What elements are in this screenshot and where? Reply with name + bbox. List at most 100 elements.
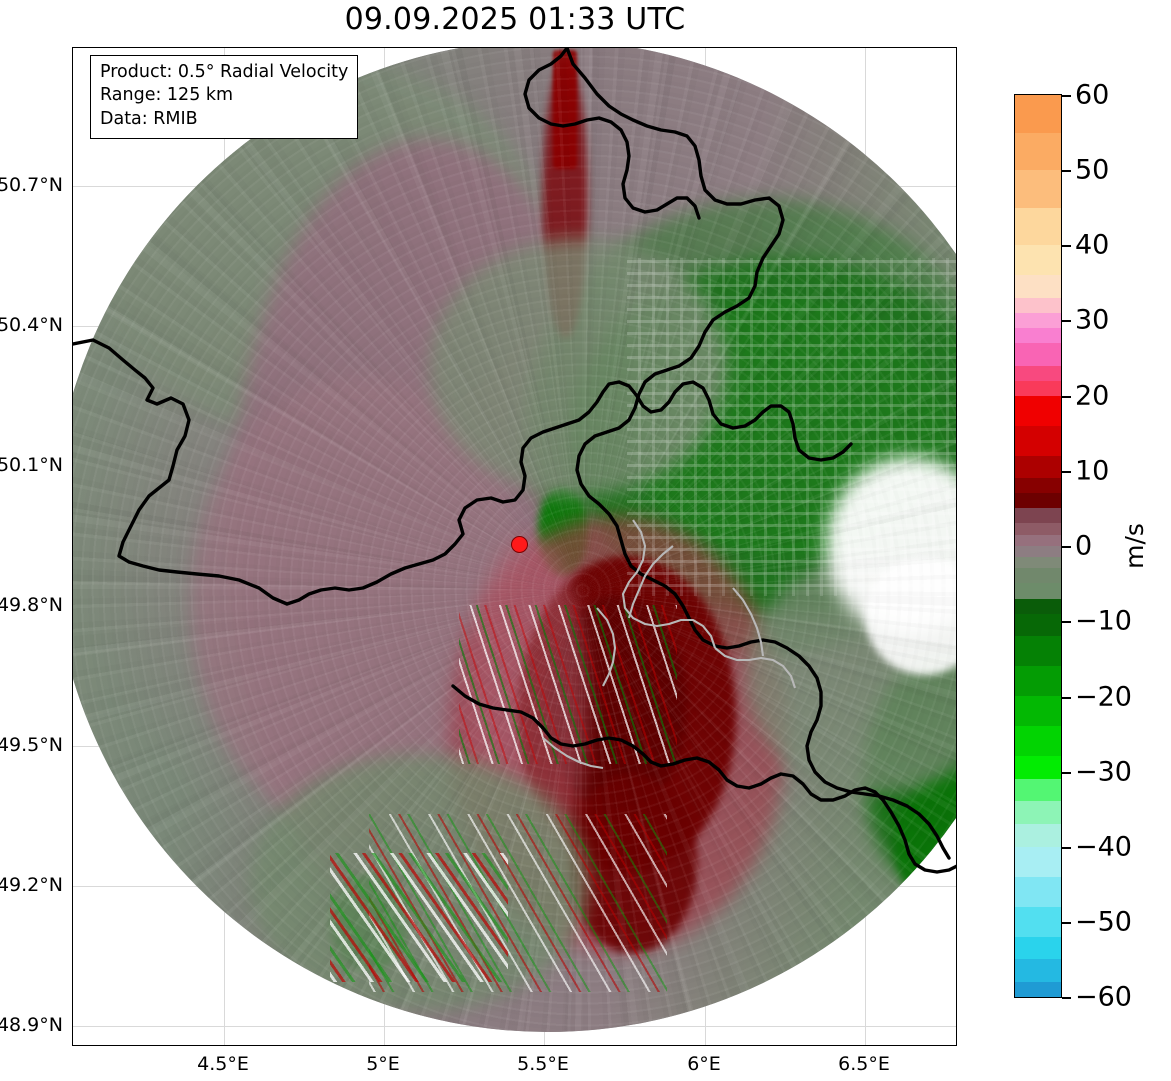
colorbar-band-24 bbox=[1015, 365, 1061, 381]
colorbar-band--40 bbox=[1015, 846, 1061, 877]
x-tick-label-2: 5.5°E bbox=[517, 1053, 569, 1075]
colorbar-tick-3 bbox=[1062, 320, 1071, 322]
colorbar-label-1: 50 bbox=[1075, 154, 1110, 186]
province-boundary-6 bbox=[732, 587, 765, 657]
colorbar-band--5 bbox=[1015, 583, 1061, 599]
colorbar-band-3 bbox=[1015, 523, 1061, 535]
dealiasing-speckle-center bbox=[458, 605, 677, 765]
radar-reflectivity-field bbox=[73, 48, 956, 1032]
colorbar-band-55 bbox=[1015, 132, 1061, 171]
colorbar-band--9 bbox=[1015, 613, 1061, 637]
info-range-line: Range: 125 km bbox=[100, 85, 234, 106]
colorbar-band-12 bbox=[1015, 455, 1061, 479]
colorbar-band--1.5 bbox=[1015, 557, 1061, 569]
colorbar-band--20 bbox=[1015, 696, 1061, 727]
field-outbound-ribbon-north-core bbox=[552, 49, 577, 169]
colorbar-band-50 bbox=[1015, 170, 1061, 208]
colorbar-label-6: 0 bbox=[1075, 530, 1093, 562]
province-boundary-1 bbox=[621, 519, 716, 649]
colorbar-band--37 bbox=[1015, 823, 1061, 847]
colorbar-unit-label: m/s bbox=[1120, 523, 1149, 569]
radar-coverage-disc bbox=[73, 48, 956, 1032]
colorbar-band--58 bbox=[1015, 981, 1061, 997]
colorbar[interactable] bbox=[1014, 94, 1062, 998]
colorbar-band-27 bbox=[1015, 343, 1061, 366]
colorbar-tick-1 bbox=[1062, 170, 1071, 172]
colorbar-band--24 bbox=[1015, 726, 1061, 757]
colorbar-label-0: 60 bbox=[1075, 79, 1110, 111]
y-tick-label-0: 50.7°N bbox=[0, 174, 63, 196]
border-east-segment bbox=[881, 798, 956, 874]
border-luxembourg-france bbox=[565, 380, 853, 462]
colorbar-band--12 bbox=[1015, 636, 1061, 667]
colorbar-band-60 bbox=[1015, 95, 1061, 133]
colorbar-tick-0 bbox=[1062, 95, 1071, 97]
colorbar-band-33 bbox=[1015, 297, 1061, 313]
map-clip bbox=[73, 48, 956, 1045]
colorbar-tick-7 bbox=[1062, 621, 1071, 623]
y-tick-label-5: 49.2°N bbox=[0, 874, 63, 896]
colorbar-label-9: −30 bbox=[1075, 756, 1132, 788]
x-tick-label-4: 6.5°E bbox=[838, 1053, 890, 1075]
x-tick-label-3: 6°E bbox=[687, 1053, 721, 1075]
province-boundary-4 bbox=[596, 607, 617, 687]
blocky-cell-texture-northeast bbox=[627, 258, 956, 596]
colorbar-band-45 bbox=[1015, 207, 1061, 246]
radar-site-marker[interactable] bbox=[511, 536, 528, 553]
colorbar-band--7 bbox=[1015, 598, 1061, 614]
colorbar-label-3: 30 bbox=[1075, 304, 1110, 336]
page-title: 09.09.2025 01:33 UTC bbox=[344, 2, 686, 37]
colorbar-band-0 bbox=[1015, 545, 1061, 558]
colorbar-band--28 bbox=[1015, 756, 1061, 779]
colorbar-band--52 bbox=[1015, 936, 1061, 960]
dealiasing-speckle-southwest bbox=[329, 853, 509, 983]
colorbar-label-7: −10 bbox=[1075, 605, 1132, 637]
provincial-boundaries-layer bbox=[542, 519, 796, 770]
colorbar-tick-6 bbox=[1062, 546, 1071, 548]
province-boundary-2 bbox=[627, 545, 674, 619]
colorbar-band-16 bbox=[1015, 425, 1061, 456]
colorbar-label-4: 20 bbox=[1075, 380, 1110, 412]
info-product-line: Product: 0.5° Radial Velocity bbox=[100, 62, 349, 82]
colorbar-band-20 bbox=[1015, 395, 1061, 426]
national-borders-layer bbox=[73, 48, 956, 874]
colorbar-band-29 bbox=[1015, 327, 1061, 344]
colorbar-band--16 bbox=[1015, 666, 1061, 697]
colorbar-band-31 bbox=[1015, 312, 1061, 328]
colorbar-gradient bbox=[1015, 95, 1061, 997]
info-data-line: Data: RMIB bbox=[100, 108, 198, 129]
province-boundary-5 bbox=[542, 737, 604, 770]
colorbar-band-7 bbox=[1015, 493, 1061, 509]
y-tick-label-1: 50.4°N bbox=[0, 314, 63, 336]
colorbar-tick-11 bbox=[1062, 922, 1071, 924]
colorbar-band--48 bbox=[1015, 906, 1061, 937]
colorbar-label-2: 40 bbox=[1075, 229, 1110, 261]
border-north bbox=[523, 48, 701, 220]
y-tick-label-3: 49.8°N bbox=[0, 594, 63, 616]
colorbar-tick-4 bbox=[1062, 396, 1071, 398]
border-south bbox=[451, 684, 885, 802]
x-tick-label-1: 5°E bbox=[366, 1053, 400, 1075]
colorbar-band-5 bbox=[1015, 508, 1061, 524]
colorbar-band-40 bbox=[1015, 245, 1061, 276]
colorbar-band--31 bbox=[1015, 778, 1061, 802]
border-belgium-east bbox=[565, 48, 951, 860]
y-tick-label-4: 49.5°N bbox=[0, 734, 63, 756]
y-tick-label-6: 48.9°N bbox=[0, 1014, 63, 1036]
colorbar-tick-12 bbox=[1062, 997, 1071, 999]
colorbar-tick-9 bbox=[1062, 772, 1071, 774]
colorbar-band-1.5 bbox=[1015, 534, 1061, 546]
colorbar-tick-5 bbox=[1062, 471, 1071, 473]
colorbar-label-5: 10 bbox=[1075, 455, 1110, 487]
radar-plot-panel[interactable] bbox=[72, 47, 957, 1046]
colorbar-tick-2 bbox=[1062, 245, 1071, 247]
colorbar-label-12: −60 bbox=[1075, 981, 1132, 1013]
colorbar-band-36 bbox=[1015, 275, 1061, 298]
colorbar-label-8: −20 bbox=[1075, 681, 1132, 713]
colorbar-band--44 bbox=[1015, 876, 1061, 907]
colorbar-band-9 bbox=[1015, 478, 1061, 494]
x-tick-label-0: 4.5°E bbox=[197, 1053, 249, 1075]
colorbar-band--34 bbox=[1015, 801, 1061, 824]
colorbar-band-22 bbox=[1015, 380, 1061, 396]
border-belgium-west bbox=[73, 338, 569, 606]
